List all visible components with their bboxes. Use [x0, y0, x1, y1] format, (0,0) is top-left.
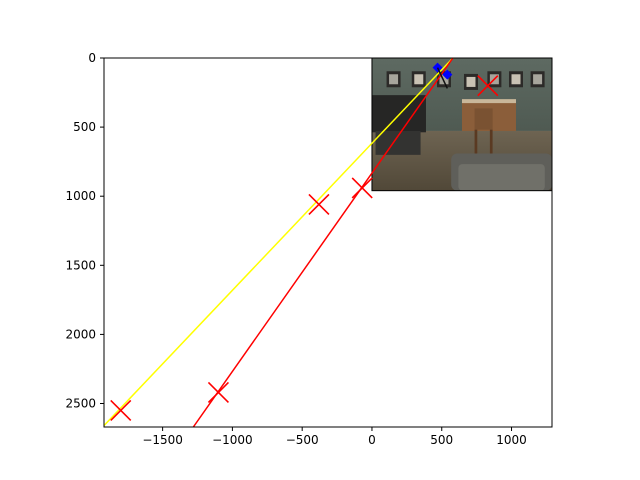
- y-tick-label: 2500: [65, 397, 96, 411]
- photo-armchair-cushion: [458, 164, 545, 191]
- photo-wood-chair: [474, 108, 493, 130]
- y-tick-label: 1500: [65, 258, 96, 272]
- diamond-marker: [442, 69, 453, 80]
- axes-frame: [103, 57, 553, 428]
- x-tick-label: 1000: [496, 433, 527, 447]
- photo-chair-leg: [489, 129, 493, 154]
- x-marker-stroke: [351, 177, 373, 199]
- photo-dark-chair-seat: [375, 130, 421, 155]
- x-marker: [110, 399, 132, 421]
- photo-frame-art: [466, 76, 476, 87]
- photo-dark-chair: [371, 95, 426, 133]
- x-tick-label: −1000: [212, 433, 253, 447]
- room-photo: [371, 57, 553, 192]
- y-tick-label: 2000: [65, 327, 96, 341]
- photo-frame-art: [414, 74, 424, 85]
- x-marker-stroke: [110, 399, 132, 421]
- x-marker: [308, 193, 330, 216]
- fit-lines: [104, 58, 454, 427]
- x-tick-label: −1500: [142, 433, 183, 447]
- y-tick-label: 500: [73, 120, 96, 134]
- photo-frame-art: [389, 74, 399, 85]
- x-marker: [351, 177, 373, 199]
- x-marker: [207, 381, 230, 404]
- photo-chair-leg: [474, 129, 478, 154]
- x-tick-label: 0: [368, 433, 376, 447]
- x-tick-label: 500: [430, 433, 453, 447]
- x-marker-stroke: [477, 75, 499, 97]
- photo-frame-art: [533, 74, 543, 85]
- x-marker-stroke: [308, 193, 330, 216]
- y-tick-label: 0: [88, 51, 96, 65]
- x-tick-label: −500: [286, 433, 319, 447]
- match-segment: [436, 67, 449, 89]
- fit-line-1: [104, 58, 454, 427]
- y-tick-label: 1000: [65, 189, 96, 203]
- x-axis: −1500 −1000 −500 0 500 1000: [142, 427, 527, 447]
- fit-line-2: [192, 58, 454, 427]
- photo-frame-art: [439, 74, 449, 85]
- photo-cabinet-top: [461, 99, 516, 104]
- y-axis: 0 500 1000 1500 2000 2500: [65, 51, 104, 411]
- x-marker: [477, 75, 499, 97]
- photo-frame-art: [511, 74, 521, 85]
- x-marker-stroke: [207, 381, 230, 404]
- markers: [110, 62, 499, 421]
